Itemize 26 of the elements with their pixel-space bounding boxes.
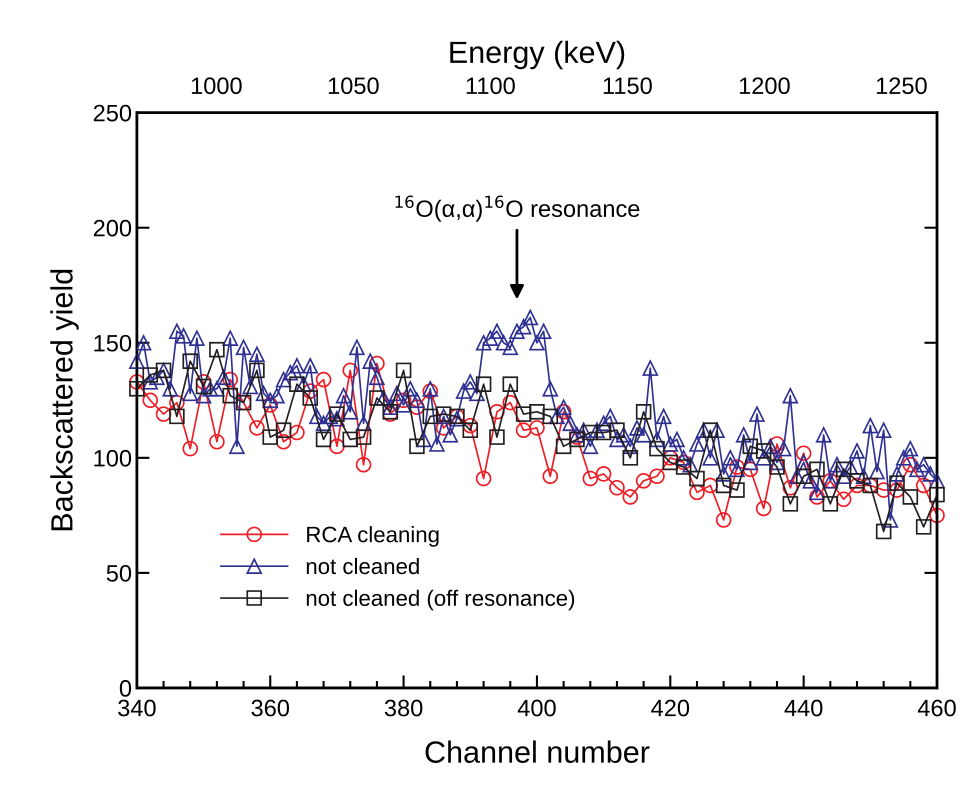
legend-label: not cleaned (off resonance) [306, 590, 574, 610]
x2-tick-label: 1250 [876, 77, 927, 94]
x-tick-label: 340 [118, 700, 156, 716]
annotation: $^{16}$O(α,α)$^{16}$O resonance [396, 196, 640, 222]
legend-label: RCA cleaning [307, 526, 439, 547]
x2-tick-label: 1050 [328, 77, 379, 94]
x2-tick-label: 1100 [466, 77, 515, 94]
x-axis-title: Channel number [426, 740, 650, 763]
y-tick-label: 50 [106, 564, 132, 582]
x-tick-label: 420 [651, 700, 690, 716]
x2-tick-label: 1000 [192, 77, 242, 94]
x-tick-label: 440 [784, 700, 822, 716]
y-axis-title: Backscattered yield [50, 270, 79, 530]
x-tick-label: 460 [918, 700, 956, 716]
y-tick-label: 150 [94, 334, 132, 352]
y-tick-label: 0 [120, 680, 132, 697]
y-tick-label: 250 [94, 104, 132, 122]
x2-axis-title: Energy (keV) [450, 40, 624, 70]
x-tick-label: 380 [384, 700, 422, 716]
y-tick-label: 200 [94, 220, 132, 237]
x2-tick-label: 1200 [740, 77, 790, 94]
x-tick-label: 360 [251, 700, 290, 716]
x2-tick-label: 1150 [604, 77, 652, 94]
x-tick-label: 400 [518, 700, 556, 716]
y-tick-label: 100 [94, 450, 132, 467]
legend-label: not cleaned [306, 558, 419, 574]
